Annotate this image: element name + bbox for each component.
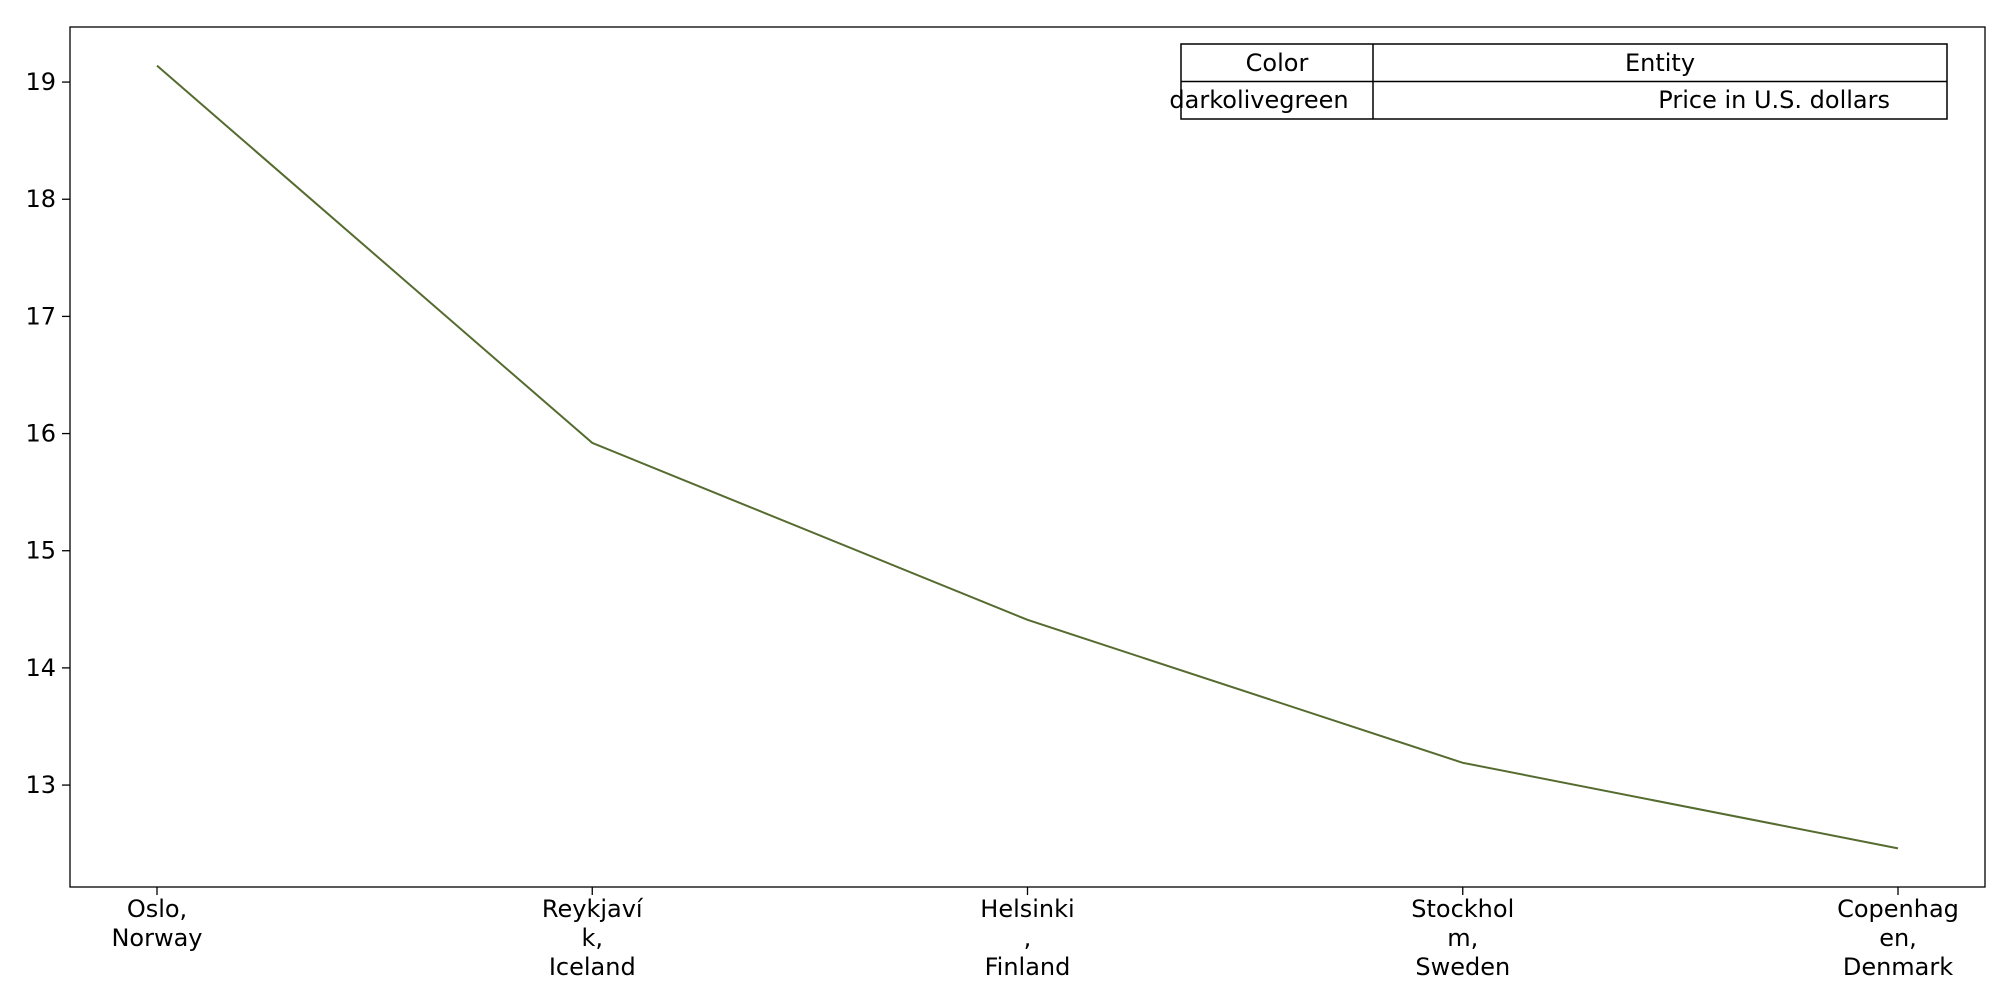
x-tick-label-line: k, <box>581 924 603 952</box>
plot-area-frame <box>69 26 1986 888</box>
x-tick-label-line: Oslo, <box>127 895 187 923</box>
x-tick-label-line: Sweden <box>1415 953 1510 981</box>
x-tick-label-line: , <box>1024 924 1032 952</box>
y-tick-label: 17 <box>25 302 56 330</box>
legend-header-color: Color <box>1246 49 1309 77</box>
legend-header-entity: Entity <box>1625 49 1695 77</box>
legend-row-color-name: darkolivegreen <box>1169 86 1348 114</box>
x-tick-label: Copenhag en, Denmark <box>1837 895 1959 981</box>
x-tick-label-line: Reykjaví <box>542 895 644 923</box>
x-tick-label-line: Norway <box>111 924 202 952</box>
x-tick-label-line: Copenhag <box>1837 895 1959 923</box>
y-tick-label: 16 <box>25 420 56 448</box>
y-tick-label: 14 <box>25 654 56 682</box>
x-tick-label-line: Finland <box>985 953 1071 981</box>
x-axis: Oslo, Norway Reykjaví k, Iceland Helsinki, Fin… <box>111 887 1959 981</box>
y-tick-label: 18 <box>25 185 56 213</box>
x-tick-label-line: Denmark <box>1843 953 1953 981</box>
x-tick-label: Oslo, Norway <box>111 895 202 952</box>
series-line-price <box>156 64 1899 850</box>
x-tick-label: Helsinki, Finland <box>980 895 1074 981</box>
y-tick-label: 15 <box>25 537 56 565</box>
x-tick-label-line: Helsinki <box>980 895 1074 923</box>
legend-row-entity-name: Price in U.S. dollars <box>1658 86 1890 114</box>
x-tick-label-line: en, <box>1879 924 1917 952</box>
y-tick-label: 19 <box>25 68 56 96</box>
legend-table: Color Entity darkolivegreen Price in U.S… <box>1169 43 1948 120</box>
series-layer <box>156 64 1899 850</box>
x-tick-label-line: Iceland <box>549 953 636 981</box>
y-axis: 13 14 15 16 17 18 19 <box>25 68 70 799</box>
x-tick-label: Reykjaví k, Iceland <box>542 895 644 981</box>
x-tick-label-line: Stockhol <box>1411 895 1514 923</box>
x-tick-label-line: m, <box>1447 924 1478 952</box>
x-tick-label: Stockhol m, Sweden <box>1411 895 1514 981</box>
y-tick-label: 13 <box>25 771 56 799</box>
